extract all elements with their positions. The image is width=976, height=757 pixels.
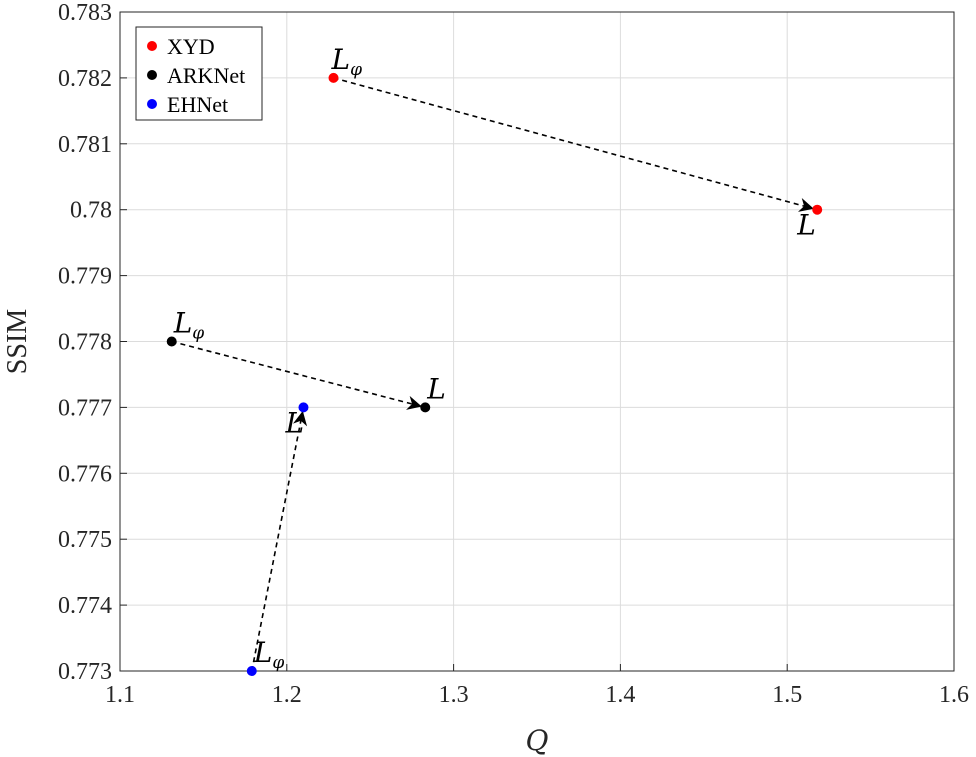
point-label-subscript: φ <box>192 324 204 344</box>
x-tick-label: 1.4 <box>605 682 635 708</box>
y-tick-label: 0.783 <box>58 0 112 26</box>
legend-marker <box>147 99 157 109</box>
y-tick-label: 0.777 <box>58 395 112 421</box>
y-tick-label: 0.773 <box>58 659 112 685</box>
trend-arrow <box>250 410 308 672</box>
x-tick-label: 1.2 <box>272 682 302 708</box>
point-label-main: L <box>331 43 351 76</box>
point-label-main: L <box>796 209 816 242</box>
data-point <box>328 72 339 83</box>
data-point <box>420 402 431 413</box>
point-label: L <box>796 209 816 242</box>
legend: XYD ARKNet EHNet <box>135 26 263 121</box>
y-tick-label: 0.778 <box>58 330 112 356</box>
x-axis-title: Q <box>526 724 549 757</box>
y-tick-label: 0.781 <box>58 132 112 158</box>
y-tick-label: 0.78 <box>70 198 112 224</box>
point-label-main: L <box>253 636 273 669</box>
y-tick-label: 0.782 <box>58 66 112 92</box>
legend-label: ARKNet <box>167 63 245 88</box>
x-tick-label: 1.1 <box>105 682 135 708</box>
point-label-subscript: φ <box>350 60 362 80</box>
point-label-main: L <box>173 307 193 340</box>
point-label: Lφ <box>253 636 285 673</box>
data-point <box>812 204 823 215</box>
x-tick-label: 1.6 <box>939 682 969 708</box>
point-label: Lφ <box>331 43 363 80</box>
y-axis-title: SSIM <box>2 309 33 374</box>
arrows <box>171 77 814 672</box>
point-label: Lφ <box>173 307 205 344</box>
plot-frame <box>119 11 955 672</box>
legend-box <box>135 26 263 121</box>
data-point <box>246 666 257 676</box>
data-point <box>298 402 309 413</box>
point-label-main: L <box>284 406 304 439</box>
point-label-subscript: φ <box>272 653 284 673</box>
legend-label: XYD <box>167 34 215 59</box>
x-tick-label: 1.5 <box>772 682 802 708</box>
legend-marker <box>147 70 157 80</box>
data-points <box>166 72 823 676</box>
legend-marker <box>147 41 157 51</box>
data-point <box>166 336 177 347</box>
point-label: L <box>284 406 304 439</box>
trend-arrow <box>171 340 422 410</box>
point-label-main: L <box>426 372 446 405</box>
trend-arrow <box>333 77 814 212</box>
y-tick-label: 0.774 <box>58 593 112 619</box>
y-tick-label: 0.776 <box>58 461 112 487</box>
point-label: L <box>426 372 446 405</box>
y-tick-label: 0.775 <box>58 527 112 553</box>
y-tick-label: 0.779 <box>58 264 112 290</box>
legend-label: EHNet <box>167 92 228 117</box>
x-tick-label: 1.3 <box>439 682 469 708</box>
